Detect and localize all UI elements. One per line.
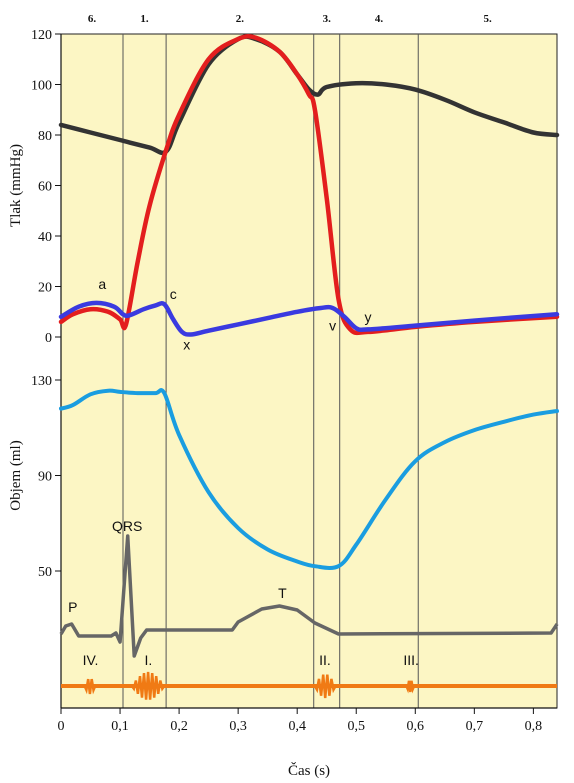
heart-sound-burst-4 — [405, 680, 416, 694]
annotations: a c x v y P QRS T IV. I. II. III. — [68, 276, 419, 668]
heart-sound-ii-label: II. — [319, 652, 331, 668]
ecg-line — [59, 534, 559, 658]
heart-sound-trace — [61, 671, 557, 700]
volume-tick-label: 50 — [38, 565, 52, 580]
volume-axis-title: Objem (ml) — [8, 440, 24, 510]
heart-sound-iii-label: III. — [403, 652, 419, 668]
phase-labels: 6. 1. 2. 3. 4. 5. — [88, 13, 492, 25]
pressure-tick-label: 40 — [38, 230, 52, 245]
p-wave-label: P — [68, 599, 77, 615]
volume-tick-label: 130 — [31, 374, 52, 389]
volume-tick-label: 90 — [38, 470, 52, 485]
pressure-tick-label: 100 — [31, 79, 52, 94]
phase-label-5: 4. — [375, 13, 384, 25]
pressure-tick-label: 60 — [38, 180, 52, 195]
phase-label-4: 3. — [323, 13, 332, 25]
x-tick-label: 0,2 — [170, 719, 188, 734]
ventricular-volume-line — [59, 388, 559, 570]
heart-sound-burst-1 — [83, 678, 97, 695]
pressure-tick-label: 120 — [31, 28, 52, 43]
ventricular-pressure-line — [58, 34, 560, 336]
phase-label-6: 5. — [483, 13, 492, 25]
phase-label-1: 6. — [88, 13, 97, 25]
pressure-tick-label: 20 — [38, 281, 52, 296]
plot-background — [60, 33, 558, 709]
heart-sound-i-label: I. — [144, 652, 152, 668]
c-wave-label: c — [170, 286, 177, 302]
axes: 0 20 40 60 80 100 120 50 90 130 0 0,1 0,2 0,3 0,4 0,5 0,… — [8, 28, 557, 779]
x-tick-label: 0,3 — [229, 719, 247, 734]
x-tick-label: 0 — [58, 719, 65, 734]
x-descent-label: x — [183, 337, 190, 353]
x-tick-label: 0,8 — [525, 719, 543, 734]
x-tick-label: 0,5 — [347, 719, 365, 734]
t-wave-label: T — [278, 585, 287, 601]
qrs-label: QRS — [112, 518, 142, 534]
heart-sound-burst-2 — [130, 671, 166, 700]
phase-label-2: 1. — [140, 13, 149, 25]
x-axis-title: Čas (s) — [288, 762, 330, 779]
pressure-tick-label: 80 — [38, 129, 52, 144]
heart-sound-burst-3 — [313, 674, 337, 699]
x-tick-label: 0,6 — [407, 719, 425, 734]
x-tick-label: 0,7 — [466, 719, 484, 734]
a-wave-label: a — [98, 276, 106, 292]
heart-sound-iv-label: IV. — [83, 652, 99, 668]
series-lines — [58, 34, 560, 570]
x-tick-label: 0,1 — [111, 719, 129, 734]
y-descent-label: y — [365, 309, 372, 325]
pressure-axis-title: Tlak (mmHg) — [8, 144, 24, 227]
x-tick-label: 0,4 — [288, 719, 306, 734]
pressure-tick-label: 0 — [45, 331, 52, 346]
phase-label-3: 2. — [236, 13, 245, 25]
atrial-pressure-line — [58, 300, 560, 337]
ecg-trace — [59, 534, 559, 658]
v-wave-label: v — [329, 318, 336, 334]
